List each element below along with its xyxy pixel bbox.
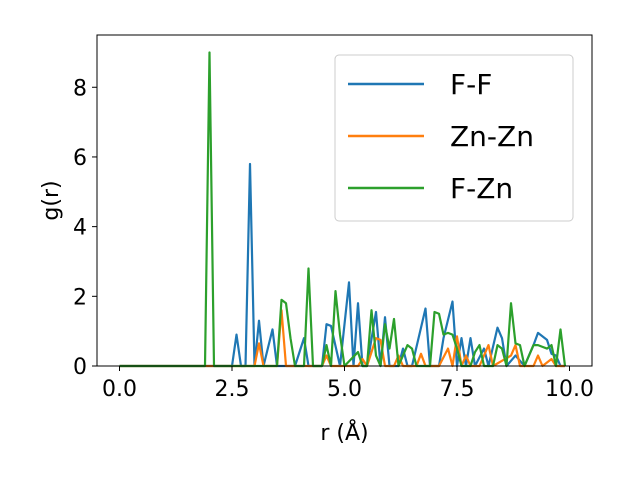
x-tick-label: 2.5 xyxy=(215,377,250,402)
legend-label-zn-zn: Zn-Zn xyxy=(450,120,534,153)
x-axis-ticks: 0.0 2.5 5.0 7.5 10.0 xyxy=(102,366,594,402)
y-axis-ticks: 0 2 4 6 8 xyxy=(73,76,97,380)
x-tick-label: 5.0 xyxy=(327,377,362,402)
y-tick-label: 4 xyxy=(73,216,87,241)
series-line-f-zn xyxy=(119,51,567,368)
x-tick-label: 7.5 xyxy=(440,377,475,402)
y-tick-label: 0 xyxy=(73,355,87,380)
legend: F-F Zn-Zn F-Zn xyxy=(334,54,574,222)
y-axis-label: g(r) xyxy=(39,180,64,220)
x-tick-label: 10.0 xyxy=(545,377,594,402)
y-tick-label: 2 xyxy=(73,285,87,310)
legend-label-f-f: F-F xyxy=(450,68,492,101)
legend-label-f-zn: F-Zn xyxy=(450,172,513,205)
y-tick-label: 6 xyxy=(73,146,87,171)
x-tick-label: 0.0 xyxy=(102,377,137,402)
legend-box xyxy=(334,54,574,222)
y-tick-label: 8 xyxy=(73,76,87,101)
x-axis-label: r (Å) xyxy=(320,419,368,446)
